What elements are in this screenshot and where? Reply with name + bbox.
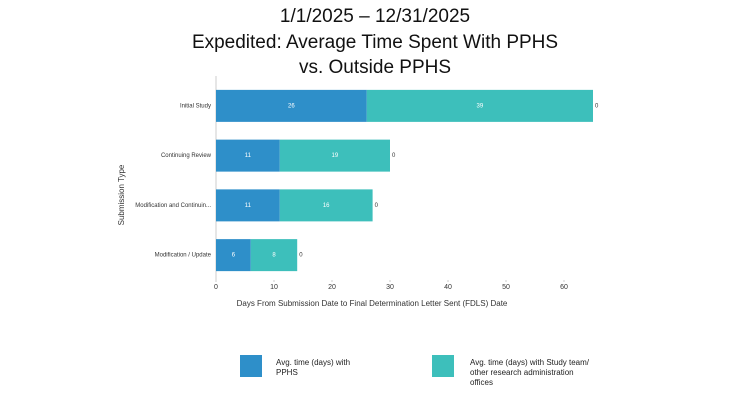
bar-segment [279,139,390,172]
value-label: 0 [595,103,599,109]
value-label: 26 [288,103,295,109]
bar-segment [216,139,280,172]
x-tick-label: 60 [560,284,568,291]
legend-swatch [240,355,262,377]
x-tick-label: 50 [502,284,510,291]
bar-segment [216,89,367,122]
y-tick-label: Modification / Update [155,253,212,259]
chart-title: vs. Outside PPHS [298,57,452,78]
value-label: 16 [323,203,330,209]
bar-segment [216,239,251,272]
x-tick-label: 10 [270,284,278,291]
y-tick-label: Modification and Continuin... [135,203,211,209]
y-tick-label: Initial Study [180,103,211,109]
y-axis-title: Submission Type [117,164,126,225]
value-label: 0 [392,153,396,159]
value-label: 0 [375,203,379,209]
chart-title: 1/1/2025 – 12/31/2025 [279,6,471,27]
bar-segment [250,239,298,272]
bar-segment [216,189,280,222]
bar-segment [366,89,593,122]
x-tick-label: 40 [444,284,452,291]
value-label: 19 [332,153,339,159]
legend-label: Avg. time (days) with PPHS [276,358,351,377]
bar-segment [279,189,373,222]
y-tick-label: Continuing Review [161,153,212,159]
x-tick-label: 30 [386,284,394,291]
value-label: 39 [477,103,484,109]
x-axis-title: Days From Submission Date to Final Deter… [237,299,508,308]
legend-label: Avg. time (days) with Study team/ other … [470,358,590,387]
x-tick-label: 0 [214,284,218,291]
value-label: 11 [245,203,252,209]
chart-title: Expedited: Average Time Spent With PPHS [191,32,559,53]
value-label: 11 [245,153,252,159]
value-label: 8 [272,253,276,259]
legend-swatch [432,355,454,377]
value-label: 6 [232,253,236,259]
x-tick-label: 20 [328,284,336,291]
value-label: 0 [299,253,303,259]
